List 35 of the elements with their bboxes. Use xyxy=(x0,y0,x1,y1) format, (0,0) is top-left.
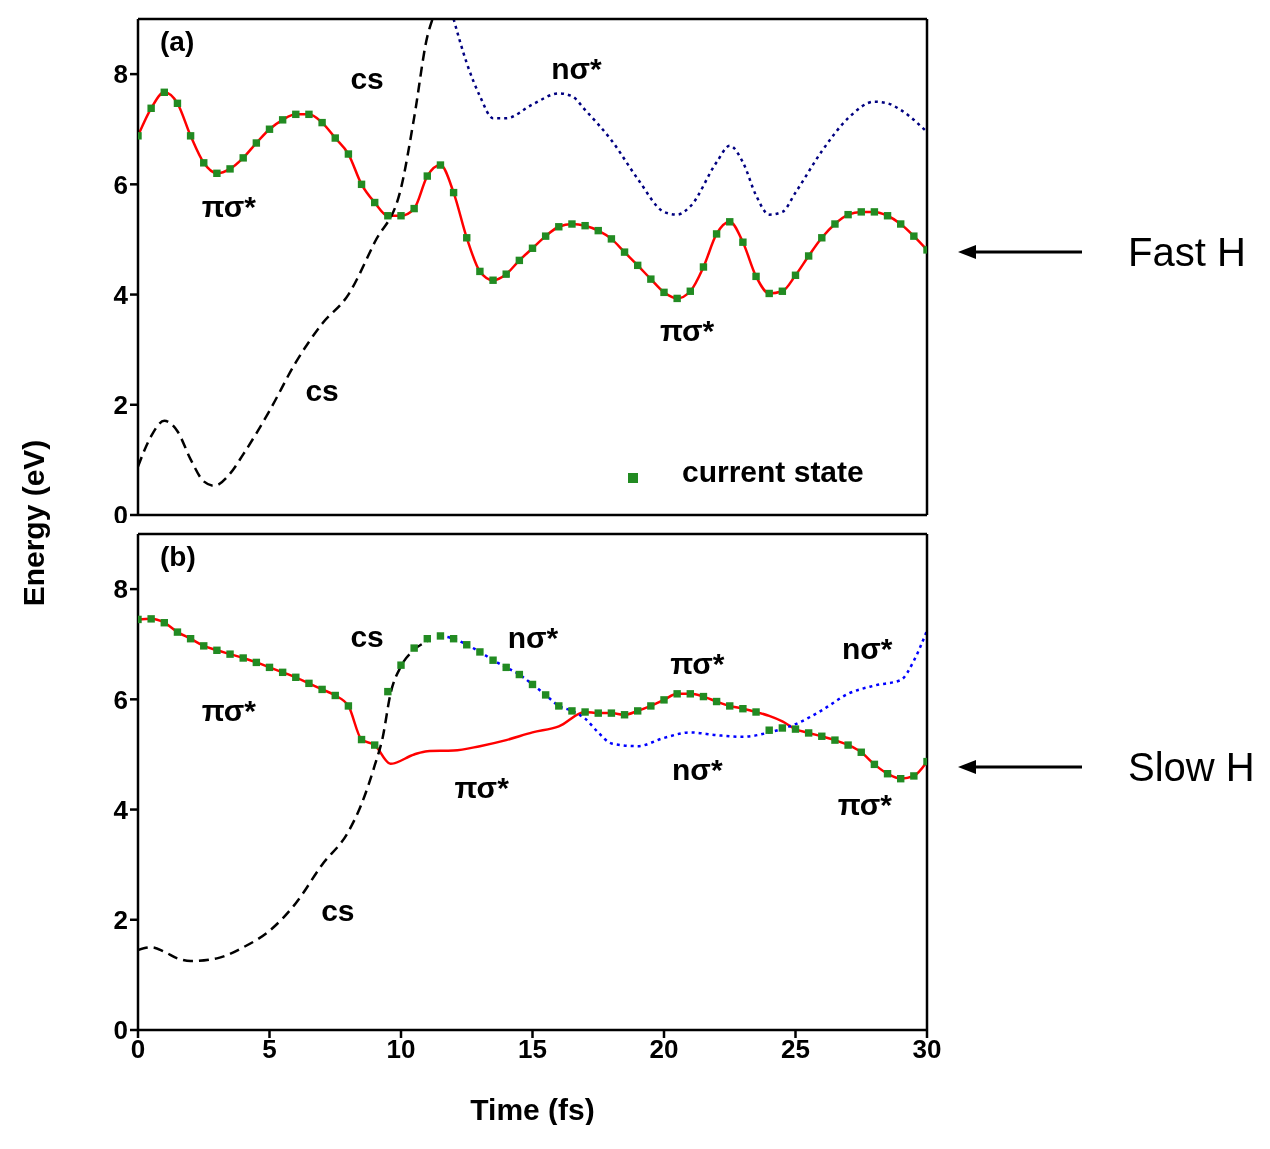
annotation: cs xyxy=(350,619,384,654)
y-tick-label: 2 xyxy=(113,390,128,421)
y-tick-label: 4 xyxy=(113,279,129,310)
y-tick-label: 8 xyxy=(113,574,128,605)
annotation: nσ* xyxy=(551,51,602,86)
annotation: πσ* xyxy=(670,646,725,681)
y-tick-label: 8 xyxy=(113,59,128,90)
annotation: πσ* xyxy=(201,693,257,728)
x-tick-label: 30 xyxy=(912,1034,942,1065)
x-tick-label: 25 xyxy=(781,1034,810,1065)
x-tick-label: 5 xyxy=(262,1034,277,1065)
annotation: cs xyxy=(305,374,339,408)
annotation: cs xyxy=(350,61,384,96)
y-tick-label: 6 xyxy=(113,169,128,200)
annotation: πσ* xyxy=(837,788,892,823)
y-tick-label: 2 xyxy=(113,905,128,936)
annotation: (b) xyxy=(160,541,196,573)
x-tick-label: 10 xyxy=(386,1034,416,1065)
annotation: nσ* xyxy=(507,621,559,656)
annotation: πσ* xyxy=(659,314,715,349)
x-tick-label: 20 xyxy=(649,1034,679,1065)
y-tick-label: 0 xyxy=(113,1015,128,1046)
legend-label: current state xyxy=(682,455,864,488)
annotation: πσ* xyxy=(454,770,509,805)
text: Slow H xyxy=(1128,744,1255,790)
annotation: nσ* xyxy=(672,753,723,788)
x-tick-label: 15 xyxy=(518,1034,547,1065)
annotation: cs xyxy=(321,893,355,928)
annotation: nσ* xyxy=(841,632,893,667)
y-axis-title: Energy (eV) xyxy=(17,439,51,607)
y-tick-label: 6 xyxy=(113,684,128,715)
annotation: (a) xyxy=(160,26,195,58)
y-tick-label: 4 xyxy=(113,794,129,825)
annotation: πσ* xyxy=(201,190,257,225)
text: Fast H xyxy=(1128,229,1246,275)
